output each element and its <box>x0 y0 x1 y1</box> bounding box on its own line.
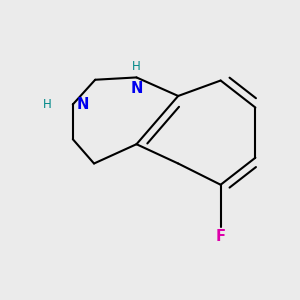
Text: N: N <box>77 97 89 112</box>
Text: F: F <box>216 229 226 244</box>
Text: N: N <box>130 80 143 95</box>
Text: H: H <box>43 98 52 111</box>
Text: H: H <box>132 60 141 73</box>
